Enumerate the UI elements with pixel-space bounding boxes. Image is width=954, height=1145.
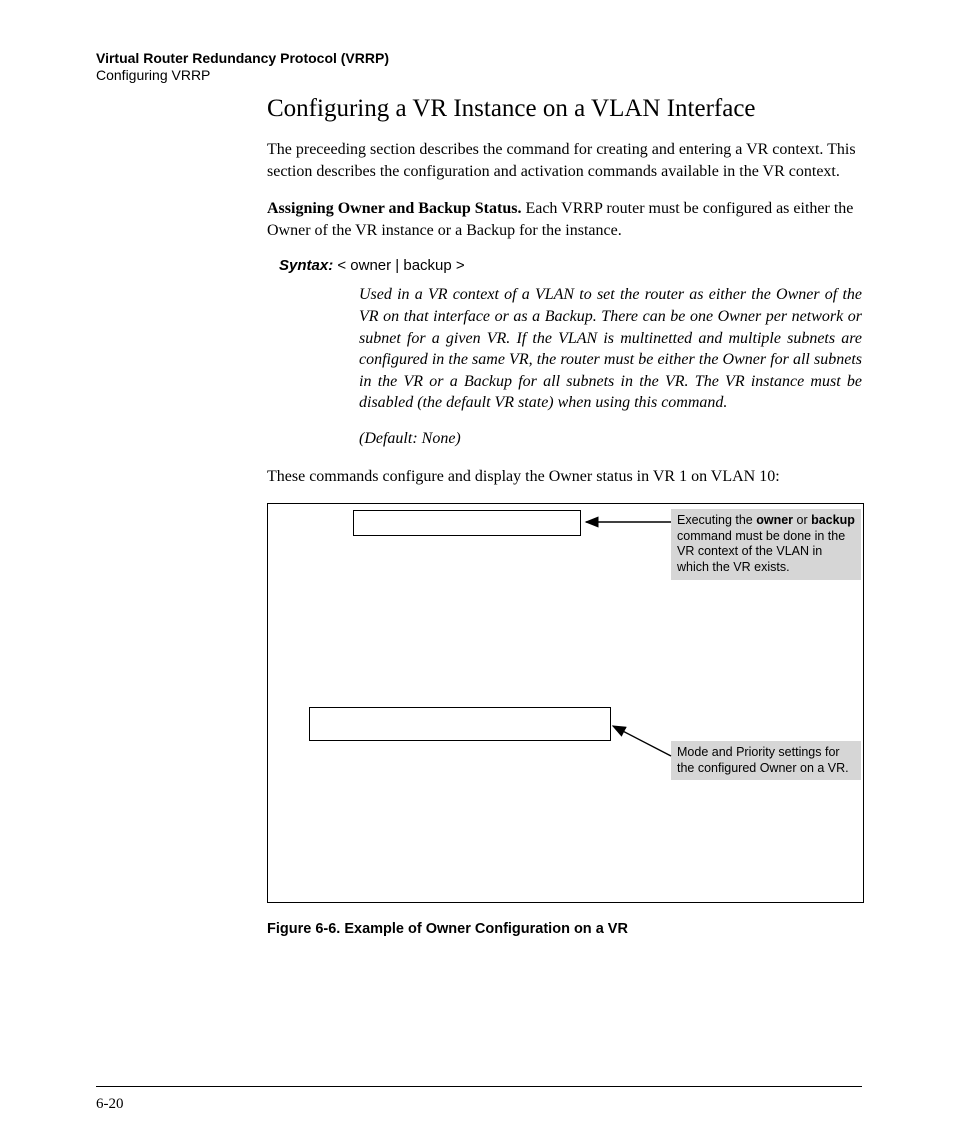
syntax-label: Syntax: <box>279 257 333 274</box>
assign-paragraph: Assigning Owner and Backup Status. Each … <box>267 198 862 241</box>
section-heading: Configuring a VR Instance on a VLAN Inte… <box>267 95 862 123</box>
running-header: Virtual Router Redundancy Protocol (VRRP… <box>96 50 389 84</box>
content-area: Configuring a VR Instance on a VLAN Inte… <box>267 95 862 937</box>
syntax-default: (Default: None) <box>359 428 862 450</box>
header-title: Virtual Router Redundancy Protocol (VRRP… <box>96 50 389 67</box>
intro-paragraph: The preceeding section describes the com… <box>267 139 862 182</box>
footer-rule <box>96 1086 862 1087</box>
arrow-2-icon <box>268 504 863 902</box>
syntax-description: Used in a VR context of a VLAN to set th… <box>359 284 862 414</box>
header-subtitle: Configuring VRRP <box>96 67 389 84</box>
syntax-command: < owner | backup > <box>333 257 464 274</box>
lead-paragraph: These commands configure and display the… <box>267 466 862 488</box>
page-number: 6-20 <box>96 1096 124 1113</box>
figure-box: Executing the owner or backup command mu… <box>267 503 864 903</box>
syntax-block: Syntax: < owner | backup > Used in a VR … <box>267 257 862 449</box>
assign-label: Assigning Owner and Backup Status. <box>267 200 521 217</box>
syntax-line: Syntax: < owner | backup > <box>279 257 862 274</box>
page: Virtual Router Redundancy Protocol (VRRP… <box>0 0 954 1145</box>
figure-caption: Figure 6-6. Example of Owner Configurati… <box>267 921 862 937</box>
